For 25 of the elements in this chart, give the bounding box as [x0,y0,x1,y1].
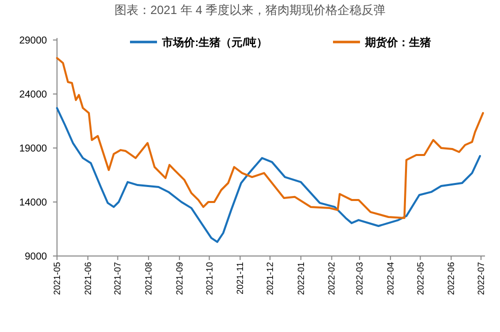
legend-label: 期货价：生猪 [364,36,431,49]
chart-title: 图表：2021 年 4 季度以来，猪肉期现价格企稳反弹 [114,3,386,17]
x-tick-label: 2021-11 [235,262,246,294]
y-tick-label: 24000 [19,90,48,100]
legend-label: 市场价:生猪（元/吨） [161,36,268,49]
x-tick-label: 2022-05 [415,262,426,296]
line-series [56,57,484,219]
x-tick-label: 2021-08 [144,262,154,296]
x-tick-label: 2021-12 [265,262,276,296]
x-tick-label: 2022-03 [354,262,365,296]
x-tick-label: 2021-10 [204,262,214,296]
x-tick-label: 2022-06 [446,262,456,296]
y-tick-label: 29000 [19,36,48,46]
y-tick-label: 19000 [19,144,48,154]
x-tick-label: 2021-09 [174,262,184,296]
x-tick-label: 2021-06 [82,262,93,296]
x-tick-label: 2022-01 [296,262,306,296]
line-series [56,107,482,243]
x-tick-label: 2022-02 [326,262,337,296]
x-tick-label: 2022-07 [476,262,486,296]
x-tick-label: 2022-04 [385,262,396,296]
x-tick-label: 2021-05 [52,262,62,296]
x-tick-label: 2021-07 [112,262,123,296]
y-tick-label: 14000 [19,198,48,208]
y-tick-label: 9000 [24,252,48,262]
